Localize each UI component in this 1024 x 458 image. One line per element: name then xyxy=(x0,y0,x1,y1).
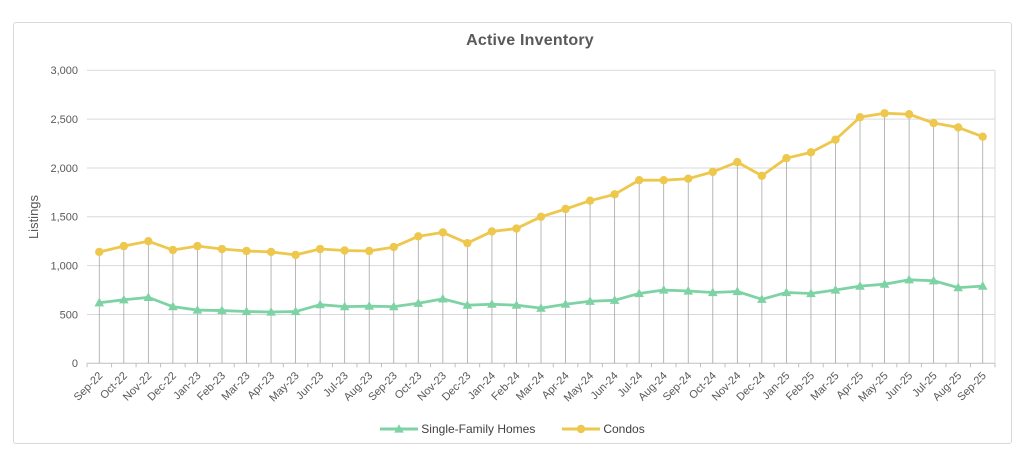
data-point-single-family-homes xyxy=(879,279,890,288)
data-point-single-family-homes xyxy=(511,300,522,309)
data-point-condos xyxy=(340,246,349,255)
data-point-condos xyxy=(438,228,448,237)
data-point-single-family-homes xyxy=(487,299,497,308)
data-point-single-family-homes xyxy=(536,303,546,312)
data-point-single-family-homes xyxy=(241,306,252,316)
data-point-single-family-homes xyxy=(855,281,865,290)
data-point-condos xyxy=(929,118,938,128)
data-point-single-family-homes xyxy=(683,286,694,295)
data-point-condos xyxy=(806,148,816,157)
data-point-condos xyxy=(291,250,300,260)
data-point-single-family-homes xyxy=(438,293,448,303)
data-point-single-family-homes xyxy=(364,301,375,310)
data-point-condos xyxy=(168,245,178,255)
data-point-condos xyxy=(487,227,497,236)
data-point-condos xyxy=(266,247,276,257)
data-point-condos xyxy=(144,237,153,246)
data-point-condos xyxy=(904,110,914,119)
data-point-single-family-homes xyxy=(290,306,301,316)
data-point-condos xyxy=(585,196,595,205)
legend-marker-condos xyxy=(561,423,601,435)
data-point-condos xyxy=(242,246,251,256)
data-point-single-family-homes xyxy=(339,301,350,311)
data-point-single-family-homes xyxy=(953,282,963,292)
data-point-single-family-homes xyxy=(462,300,473,309)
data-point-single-family-homes xyxy=(217,305,227,315)
data-point-condos xyxy=(610,190,619,199)
y-tick-label: 3,000 xyxy=(50,65,78,77)
data-point-single-family-homes xyxy=(634,288,644,298)
data-point-condos xyxy=(953,123,963,132)
legend: Single-Family Homes Condos xyxy=(0,420,1024,438)
chart-panel xyxy=(13,22,1012,444)
data-point-single-family-homes xyxy=(413,298,424,307)
y-tick-label: 500 xyxy=(60,309,78,321)
data-point-condos xyxy=(315,244,325,254)
y-tick-label: 1,000 xyxy=(50,260,78,272)
y-tick-label: 0 xyxy=(72,358,78,370)
data-point-single-family-homes xyxy=(119,294,129,304)
data-point-condos xyxy=(119,241,129,251)
x-tick-label: Jun-24 xyxy=(588,370,620,402)
data-point-condos xyxy=(365,246,374,256)
data-point-single-family-homes xyxy=(732,286,743,296)
y-tick-label: 2,000 xyxy=(50,163,78,175)
data-point-single-family-homes xyxy=(830,285,841,294)
data-point-single-family-homes xyxy=(266,307,276,316)
data-point-condos xyxy=(978,132,987,141)
data-point-condos xyxy=(855,112,865,122)
data-point-condos xyxy=(512,224,521,233)
data-point-condos xyxy=(95,247,104,257)
legend-item-condos: Condos xyxy=(561,422,645,436)
data-point-single-family-homes xyxy=(707,287,718,297)
data-point-condos xyxy=(193,241,202,251)
data-point-single-family-homes xyxy=(585,296,595,305)
data-point-condos xyxy=(561,204,570,214)
data-point-condos xyxy=(733,157,742,167)
legend-item-single-family-homes: Single-Family Homes xyxy=(379,422,535,436)
data-point-condos xyxy=(389,242,398,252)
data-point-single-family-homes xyxy=(315,299,325,309)
data-point-single-family-homes xyxy=(143,292,154,301)
data-point-single-family-homes xyxy=(388,301,399,311)
data-point-condos xyxy=(831,135,840,144)
data-point-single-family-homes xyxy=(928,275,939,285)
chart-title: Active Inventory xyxy=(466,32,594,49)
y-tick-label: 2,500 xyxy=(50,114,78,126)
x-tick-label: Jun-23 xyxy=(294,370,326,402)
legend-label-single-family-homes: Single-Family Homes xyxy=(421,422,536,436)
data-point-single-family-homes xyxy=(168,301,178,311)
data-point-condos xyxy=(414,232,423,241)
y-axis-title: Listings xyxy=(26,194,41,239)
x-tick-label: Sep-22 xyxy=(72,370,106,404)
data-point-condos xyxy=(217,244,227,254)
data-point-condos xyxy=(659,175,668,185)
data-point-single-family-homes xyxy=(806,288,816,298)
data-point-single-family-homes xyxy=(94,297,105,307)
data-point-condos xyxy=(634,175,644,185)
data-point-condos xyxy=(782,154,791,163)
data-point-condos xyxy=(684,174,693,183)
data-point-single-family-homes xyxy=(560,299,571,308)
data-point-single-family-homes xyxy=(192,305,203,314)
data-point-condos xyxy=(536,212,546,221)
data-point-single-family-homes xyxy=(781,287,792,297)
legend-label-condos: Condos xyxy=(603,422,645,436)
data-point-single-family-homes xyxy=(977,281,988,290)
data-point-condos xyxy=(708,167,717,177)
legend-marker-single-family-homes xyxy=(379,423,419,435)
data-point-condos xyxy=(757,171,767,180)
data-point-single-family-homes xyxy=(757,294,767,303)
data-point-condos xyxy=(463,238,472,248)
y-tick-label: 1,500 xyxy=(50,212,78,224)
x-tick-label: Jun-25 xyxy=(883,370,915,402)
data-point-single-family-homes xyxy=(904,274,914,284)
data-point-single-family-homes xyxy=(609,295,620,304)
data-point-single-family-homes xyxy=(658,285,669,294)
data-point-condos xyxy=(880,109,889,118)
